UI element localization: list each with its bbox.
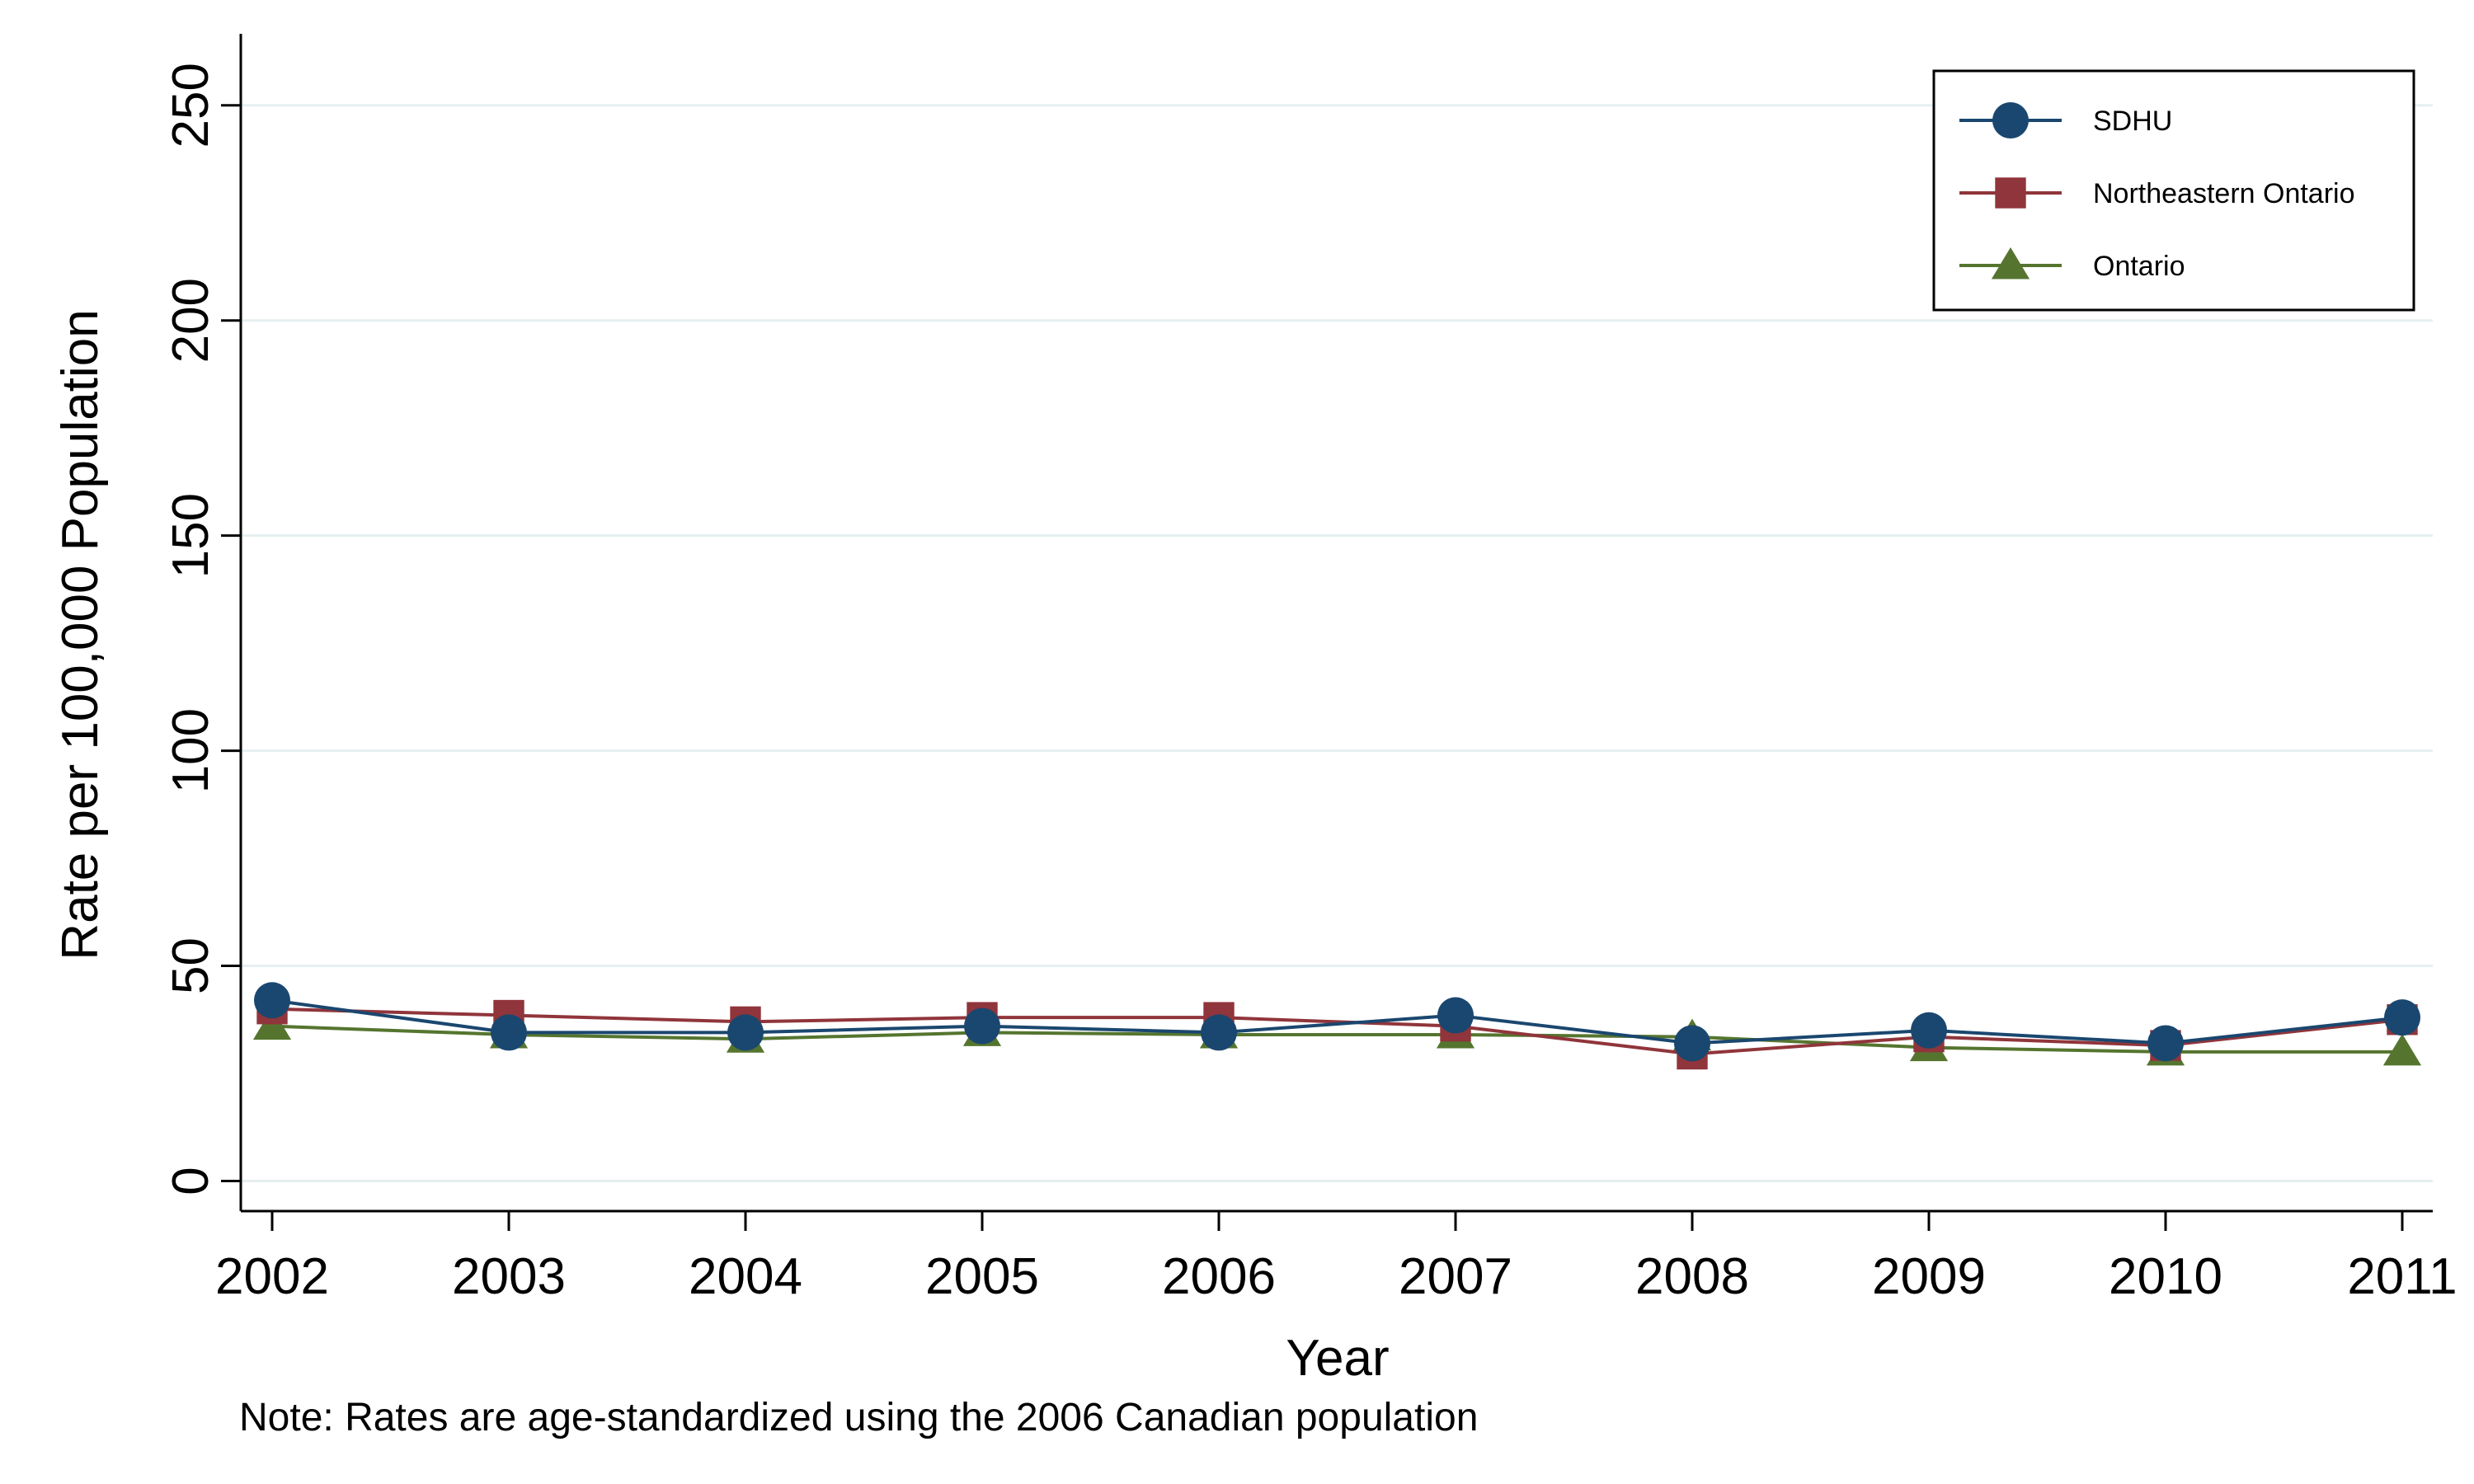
- x-tick-label: 2010: [2109, 1248, 2222, 1305]
- legend: SDHU Northeastern Ontario Ontario: [1932, 69, 2415, 312]
- x-tick-label: 2008: [1635, 1248, 1749, 1305]
- y-tick-label: 50: [162, 937, 219, 994]
- x-axis-ticks: 2002 2003 2004 2005 2006 2007 2008 2009 2010 2011: [215, 1211, 2458, 1305]
- legend-item-sdhu: SDHU: [1959, 102, 2172, 139]
- x-tick-label: 2009: [1872, 1248, 1986, 1305]
- x-tick-label: 2004: [689, 1248, 802, 1305]
- legend-swatch-marker: [1992, 102, 2029, 139]
- x-axis-title: Year: [1286, 1330, 1389, 1387]
- series-sdhu: [254, 982, 2420, 1062]
- y-tick-label: 150: [162, 493, 219, 578]
- x-tick-label: 2011: [2347, 1248, 2457, 1305]
- legend-item-northeastern-ontario: Northeastern Ontario: [1959, 177, 2355, 209]
- data-point-sdhu: [727, 1014, 764, 1051]
- x-tick-label: 2007: [1399, 1248, 1512, 1305]
- x-tick-label: 2006: [1162, 1248, 1276, 1305]
- series-line-ontario: [271, 1024, 2402, 1054]
- legend-items: SDHU Northeastern Ontario Ontario: [1959, 102, 2355, 282]
- x-tick-label: 2003: [452, 1248, 566, 1305]
- x-tick-label: 2002: [215, 1248, 329, 1305]
- y-axis-title: Rate per 100,000 Population: [52, 309, 109, 960]
- series-lines: [252, 982, 2422, 1070]
- y-tick-label: 100: [162, 708, 219, 793]
- legend-swatch-marker: [1995, 177, 2026, 209]
- y-axis-ticks: 0 50 100 150 200 250: [162, 63, 241, 1195]
- data-point-sdhu: [2384, 999, 2420, 1036]
- chart-note: Note: Rates are age-standardized using t…: [239, 1396, 1478, 1439]
- legend-swatch-marker: [1991, 247, 2030, 279]
- data-point-ontario: [2382, 1033, 2422, 1066]
- gridlines: [241, 104, 2433, 1182]
- legend-label: SDHU: [2093, 106, 2172, 137]
- y-tick-label: 250: [162, 63, 219, 148]
- series-line-sdhu: [271, 998, 2403, 1045]
- data-point-sdhu: [964, 1007, 1000, 1045]
- legend-item-ontario: Ontario: [1959, 247, 2185, 282]
- x-tick-label: 2005: [925, 1248, 1039, 1305]
- data-point-sdhu: [1674, 1025, 1710, 1062]
- legend-label: Ontario: [2093, 251, 2185, 282]
- legend-label: Northeastern Ontario: [2093, 178, 2355, 209]
- y-tick-label: 0: [162, 1167, 219, 1195]
- data-point-sdhu: [1437, 997, 1474, 1034]
- data-point-sdhu: [1911, 1012, 1947, 1049]
- data-point-sdhu: [491, 1014, 527, 1051]
- data-point-sdhu: [1201, 1014, 1237, 1051]
- data-point-sdhu: [2147, 1025, 2184, 1062]
- data-point-sdhu: [254, 982, 290, 1019]
- series-line-northeastern-ontario: [271, 1007, 2403, 1056]
- y-tick-label: 200: [162, 278, 219, 363]
